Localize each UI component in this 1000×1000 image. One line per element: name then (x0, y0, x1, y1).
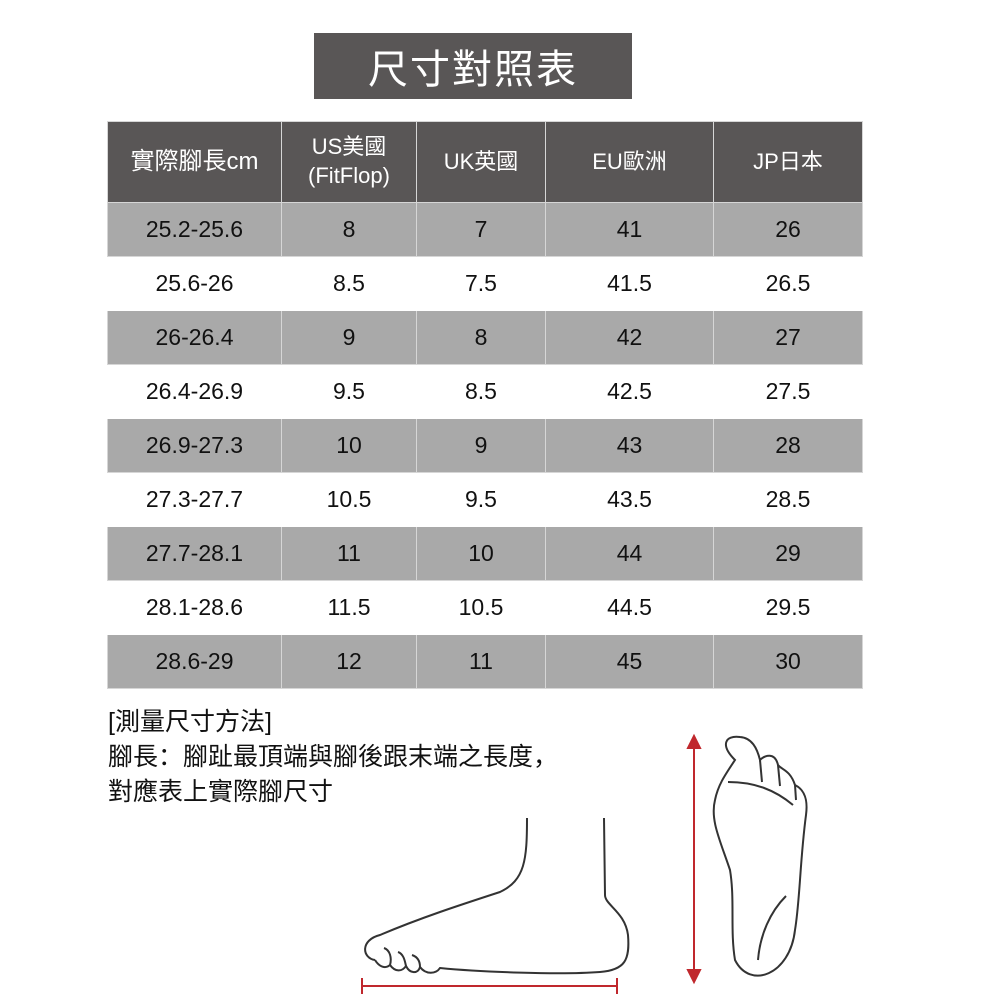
header-eu: EU歐洲 (545, 121, 714, 203)
cell-foot-length: 28.1-28.6 (107, 580, 282, 635)
table-row: 28.1-28.6 11.5 10.5 44.5 29.5 (107, 580, 863, 635)
table-row: 26.4-26.9 9.5 8.5 42.5 27.5 (107, 364, 863, 419)
cell-jp: 29 (713, 526, 863, 581)
side-foot-icon (364, 817, 630, 975)
cell-jp: 27.5 (713, 364, 863, 419)
cell-uk: 10.5 (416, 580, 546, 635)
cell-uk: 9 (416, 418, 546, 473)
cell-eu: 43 (545, 418, 714, 473)
cell-foot-length: 27.7-28.1 (107, 526, 282, 581)
size-table: 實際腳長cm US美國 (FitFlop) UK英國 EU歐洲 JP日本 25.2… (107, 121, 863, 689)
cell-jp: 28 (713, 418, 863, 473)
cell-eu: 44.5 (545, 580, 714, 635)
cell-foot-length: 27.3-27.7 (107, 472, 282, 527)
table-row: 27.3-27.7 10.5 9.5 43.5 28.5 (107, 472, 863, 527)
cell-us: 11 (281, 526, 417, 581)
cell-us: 12 (281, 634, 417, 689)
measure-heading: [測量尺寸方法] (108, 708, 272, 736)
cell-eu: 44 (545, 526, 714, 581)
table-row: 28.6-29 12 11 45 30 (107, 634, 863, 689)
cell-eu: 42.5 (545, 364, 714, 419)
cell-eu: 42 (545, 310, 714, 365)
page-title: 尺寸對照表 (314, 33, 632, 99)
cell-foot-length: 25.6-26 (107, 256, 282, 311)
cell-us: 11.5 (281, 580, 417, 635)
table-row: 25.6-26 8.5 7.5 41.5 26.5 (107, 256, 863, 311)
table-row: 27.7-28.1 11 10 44 29 (107, 526, 863, 581)
header-us-line2: (FitFlop) (308, 163, 390, 188)
cell-jp: 29.5 (713, 580, 863, 635)
cell-us: 10 (281, 418, 417, 473)
cell-eu: 41 (545, 202, 714, 257)
table-row: 26-26.4 9 8 42 27 (107, 310, 863, 365)
cell-us: 8.5 (281, 256, 417, 311)
table-row: 26.9-27.3 10 9 43 28 (107, 418, 863, 473)
cell-foot-length: 26-26.4 (107, 310, 282, 365)
header-uk: UK英國 (416, 121, 546, 203)
cell-foot-length: 25.2-25.6 (107, 202, 282, 257)
cell-us: 10.5 (281, 472, 417, 527)
cell-uk: 9.5 (416, 472, 546, 527)
cell-uk: 8 (416, 310, 546, 365)
cell-eu: 43.5 (545, 472, 714, 527)
sole-foot-icon (712, 735, 808, 977)
cell-foot-length: 28.6-29 (107, 634, 282, 689)
cell-uk: 7.5 (416, 256, 546, 311)
header-us-line1: US美國 (311, 134, 387, 160)
cell-jp: 28.5 (713, 472, 863, 527)
cell-foot-length: 26.4-26.9 (107, 364, 282, 419)
cell-uk: 8.5 (416, 364, 546, 419)
cell-jp: 26.5 (713, 256, 863, 311)
header-foot-length: 實際腳長cm (107, 121, 282, 203)
measure-line-2: 對應表上實際腳尺寸 (108, 778, 334, 806)
cell-jp: 30 (713, 634, 863, 689)
header-jp: JP日本 (713, 121, 863, 203)
length-arrow-icon (686, 733, 702, 985)
measure-line-1: 腳長：腳趾最頂端與腳後跟末端之長度， (108, 743, 559, 771)
measure-instructions: [測量尺寸方法] 腳長：腳趾最頂端與腳後跟末端之長度， 對應表上實際腳尺寸 (108, 705, 558, 810)
cell-foot-length: 26.9-27.3 (107, 418, 282, 473)
cell-jp: 27 (713, 310, 863, 365)
cell-uk: 11 (416, 634, 546, 689)
cell-eu: 45 (545, 634, 714, 689)
cell-eu: 41.5 (545, 256, 714, 311)
length-bar-icon (361, 978, 618, 994)
header-us: US美國 (FitFlop) (281, 121, 417, 203)
table-header-row: 實際腳長cm US美國 (FitFlop) UK英國 EU歐洲 JP日本 (107, 121, 863, 203)
